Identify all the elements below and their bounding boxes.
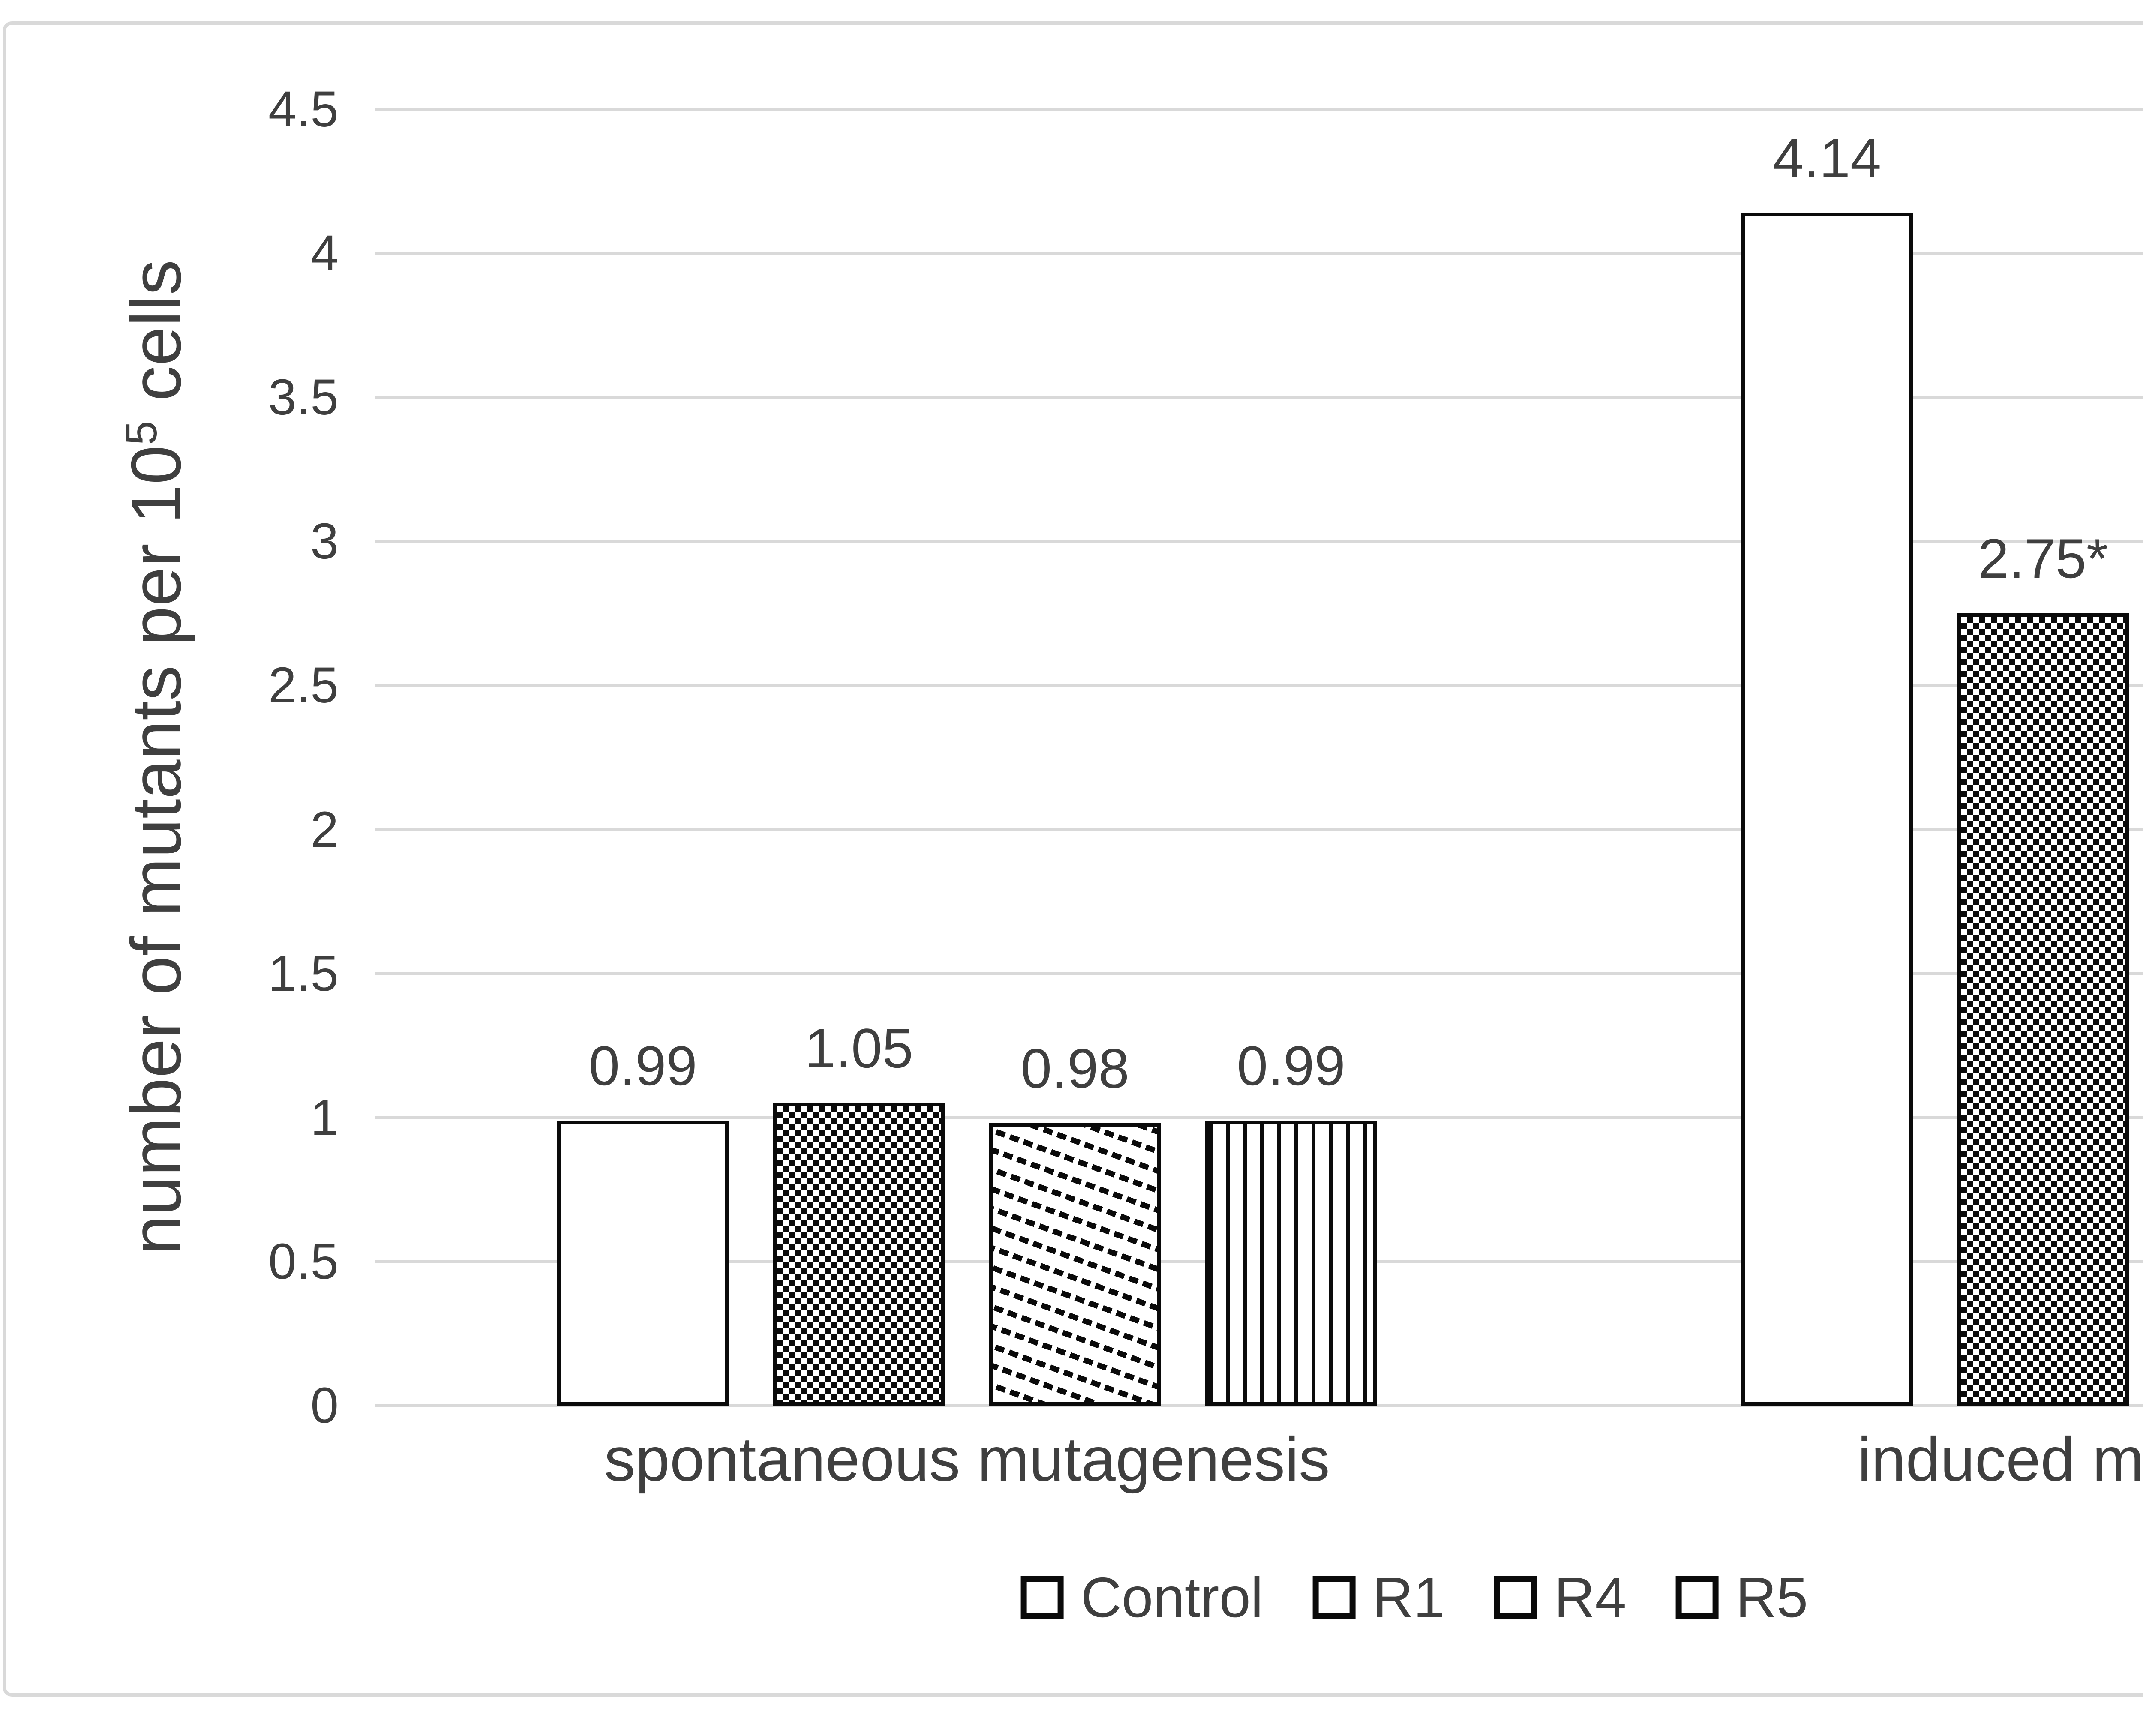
- plot-area: [375, 108, 2143, 1407]
- legend-swatch-r4-icon: [1494, 1576, 1537, 1619]
- gridline-0: [375, 1404, 2143, 1407]
- value-label-r1-spontaneous: 1.05: [804, 1017, 913, 1080]
- bar-control-induced: [1741, 213, 1913, 1406]
- y-tick-label-0.5: 0.5: [268, 1233, 339, 1290]
- value-label-control-induced: 4.14: [1773, 127, 1882, 189]
- legend-swatch-r1-icon: [1312, 1576, 1356, 1619]
- gridline-3.5: [375, 396, 2143, 399]
- y-tick-label-0: 0: [310, 1377, 339, 1434]
- value-label-r5-spontaneous: 0.99: [1237, 1034, 1345, 1097]
- legend-label-control: Control: [1081, 1566, 1264, 1629]
- y-tick-label-3.5: 3.5: [268, 369, 339, 426]
- bar-r4-spontaneous: [989, 1123, 1161, 1406]
- legend-item-r5: R5: [1675, 1566, 1808, 1629]
- gridline-2: [375, 828, 2143, 831]
- gridline-2.5: [375, 684, 2143, 687]
- y-tick-label-4.5: 4.5: [268, 81, 339, 138]
- legend: Control R1 R4 R5: [1020, 1566, 1808, 1629]
- gridline-4.5: [375, 108, 2143, 111]
- y-tick-label-2: 2: [310, 801, 339, 858]
- gridline-4: [375, 252, 2143, 255]
- y-tick-label-4: 4: [310, 225, 339, 282]
- y-tick-label-3: 3: [310, 513, 339, 570]
- gridline-3: [375, 540, 2143, 543]
- bar-r1-spontaneous: [773, 1103, 945, 1406]
- bar-r1-induced: [1957, 613, 2129, 1406]
- legend-label-r5: R5: [1735, 1566, 1808, 1629]
- category-label-spontaneous: spontaneous mutagenesis: [604, 1424, 1330, 1494]
- value-label-r4-induced: 3.91: [2122, 187, 2143, 262]
- legend-label-r4: R4: [1554, 1566, 1627, 1629]
- bar-r5-spontaneous: [1205, 1120, 1377, 1406]
- y-tick-label-1.5: 1.5: [268, 945, 339, 1002]
- legend-item-r4: R4: [1494, 1566, 1627, 1628]
- legend-swatch-control-icon: [1020, 1576, 1064, 1619]
- gridline-1.5: [375, 972, 2143, 975]
- bar-control-spontaneous: [557, 1120, 729, 1406]
- legend-label-r1: R1: [1372, 1566, 1445, 1629]
- y-tick-label-1: 1: [310, 1089, 339, 1146]
- value-label-control-spontaneous: 0.99: [588, 1034, 697, 1097]
- legend-item-control: Control: [1020, 1566, 1264, 1629]
- legend-swatch-r5-icon: [1675, 1576, 1719, 1619]
- category-label-induced: induced mutagenesis: [1857, 1424, 2143, 1494]
- y-tick-label-2.5: 2.5: [268, 657, 339, 714]
- value-label-r4-spontaneous: 0.98: [1020, 1037, 1129, 1100]
- legend-item-r1: R1: [1312, 1566, 1445, 1628]
- gridline-1: [375, 1116, 2143, 1119]
- value-label-r1-induced: 2.75*: [1978, 527, 2108, 590]
